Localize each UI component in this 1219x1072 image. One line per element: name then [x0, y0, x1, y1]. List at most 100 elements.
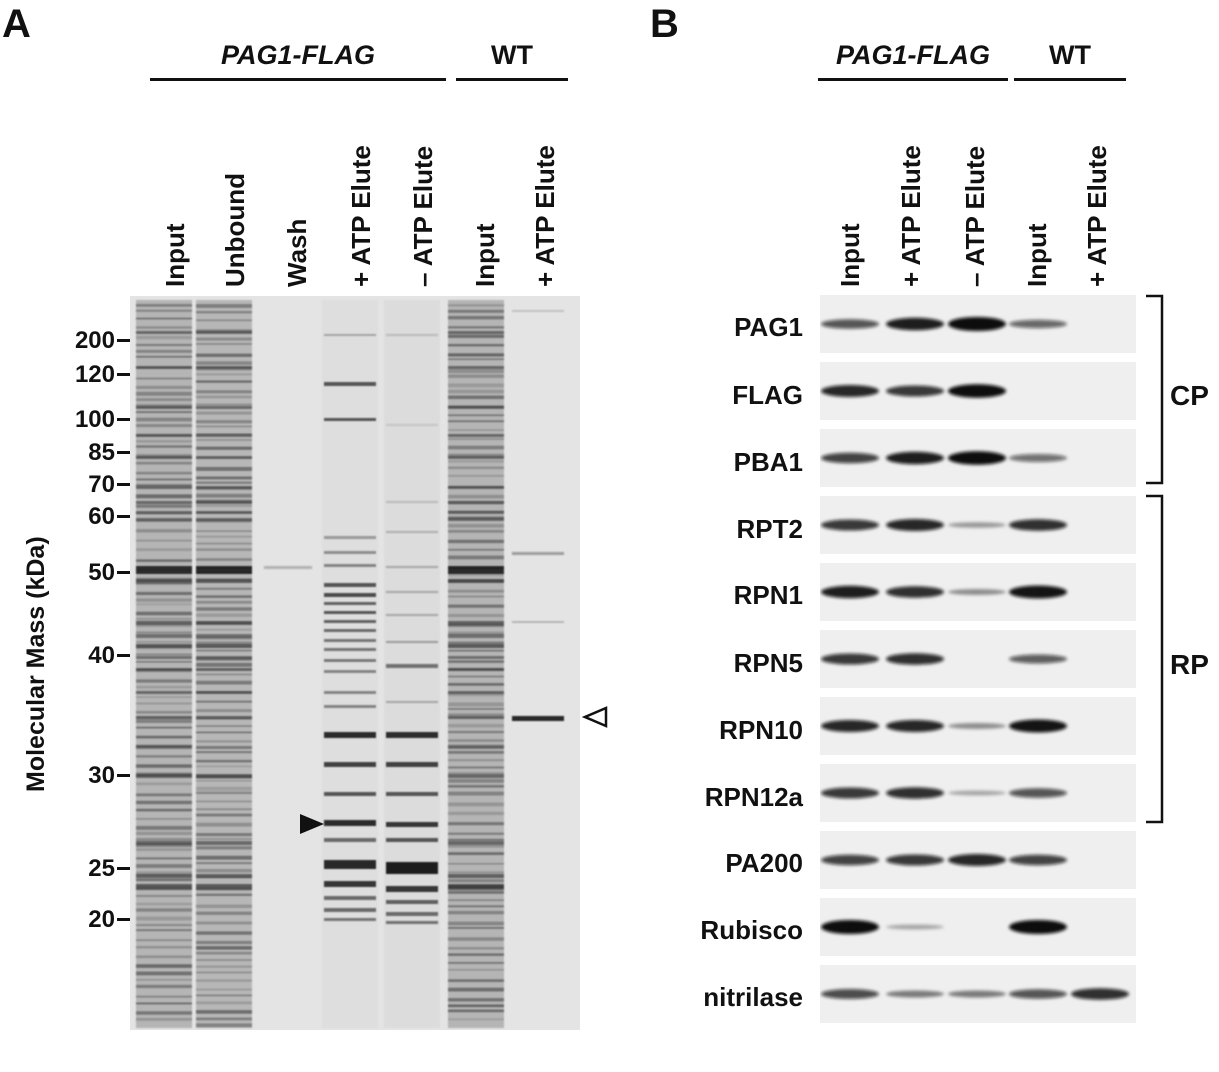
- blot-band: [1009, 989, 1067, 999]
- blot-band: [1009, 654, 1067, 664]
- gel-band: [136, 445, 192, 448]
- gel-band: [136, 668, 192, 671]
- gel-band: [196, 390, 252, 394]
- gel-band: [196, 406, 252, 409]
- gel-band: [196, 988, 252, 991]
- blot-band: [948, 384, 1006, 398]
- gel-band: [448, 874, 504, 878]
- gel-band: [448, 641, 504, 644]
- gel-band: [448, 331, 504, 334]
- mw-tick: [117, 867, 131, 870]
- gel-band: [196, 466, 252, 471]
- gel-band: [136, 398, 192, 402]
- gel-band: [136, 529, 192, 533]
- gel-band: [324, 418, 376, 421]
- gel-band: [448, 649, 504, 652]
- panel-b-lane-label-5: + ATP Elute: [1082, 145, 1112, 287]
- gel-band: [448, 631, 504, 635]
- gel-band: [448, 621, 504, 625]
- blot-band: [948, 589, 1006, 595]
- gel-band: [448, 414, 504, 417]
- gel-band: [196, 1001, 252, 1005]
- gel-band: [136, 679, 192, 683]
- gel-band: [136, 902, 192, 906]
- gel-band: [448, 579, 504, 583]
- gel-band: [324, 762, 376, 767]
- panel-a-group-line-pag1-flag: [150, 78, 446, 81]
- blot-band: [886, 990, 944, 998]
- gel-band: [136, 456, 192, 459]
- gel-band: [448, 539, 504, 544]
- gel-band: [196, 904, 252, 908]
- gel-band: [386, 614, 438, 616]
- blot-band: [948, 451, 1006, 465]
- gel-band: [448, 634, 504, 638]
- gel-band: [448, 822, 504, 826]
- gel-band: [196, 833, 252, 837]
- gel-band: [196, 607, 252, 611]
- gel-band: [136, 331, 192, 334]
- gel-band: [448, 910, 504, 915]
- panel-b-lane-label-1: Input: [835, 223, 865, 287]
- gel-band: [448, 884, 504, 890]
- gel-band: [448, 566, 504, 574]
- blot-band: [821, 653, 879, 665]
- gel-band: [448, 304, 504, 307]
- gel-band: [386, 531, 438, 533]
- gel-band: [448, 953, 504, 956]
- gel-band: [196, 800, 252, 803]
- blot-band: [821, 452, 879, 464]
- gel-band: [196, 343, 252, 345]
- gel-band: [324, 838, 376, 842]
- gel-band: [136, 955, 192, 959]
- gel-band: [136, 624, 192, 628]
- gel-band: [448, 466, 504, 470]
- gel-band: [136, 726, 192, 729]
- blot-band: [1071, 988, 1129, 1000]
- mw-marker-40: 40: [88, 642, 115, 669]
- blot-band: [886, 653, 944, 665]
- gel-band: [196, 1010, 252, 1014]
- gel-band: [196, 959, 252, 961]
- gel-band: [448, 501, 504, 504]
- gel-band: [196, 628, 252, 631]
- gel-band: [448, 852, 504, 856]
- blot-band: [821, 585, 879, 599]
- blot-label-rubisco: Rubisco: [700, 915, 803, 945]
- panel-a-group-pag1-flag: PAG1-FLAG: [221, 40, 375, 70]
- gel-band: [196, 304, 252, 308]
- gel-band: [448, 420, 504, 423]
- gel-band: [136, 857, 192, 860]
- cp-bracket: [1146, 294, 1164, 485]
- gel-band: [324, 659, 376, 662]
- gel-band: [136, 471, 192, 475]
- gel-band: [136, 511, 192, 514]
- gel-band: [386, 822, 438, 827]
- gel-band: [136, 504, 192, 508]
- gel-band: [448, 1004, 504, 1008]
- gel-band: [448, 434, 504, 437]
- gel-band: [324, 334, 376, 336]
- gel-band: [136, 1017, 192, 1021]
- panel-a-letter: A: [2, 2, 31, 46]
- gel-band: [448, 523, 504, 528]
- gel-band: [196, 613, 252, 617]
- gel-band: [324, 908, 376, 912]
- gel-band: [324, 639, 376, 642]
- gel-band: [448, 961, 504, 964]
- blot-label-rpn12a: RPN12a: [704, 782, 803, 812]
- blot-band: [886, 385, 944, 397]
- gel-band: [136, 929, 192, 932]
- gel-band: [324, 620, 376, 623]
- gel-band: [136, 916, 192, 921]
- mw-marker-70: 70: [88, 471, 115, 498]
- gel-band: [448, 668, 504, 671]
- panel-a-lane-label-4: + ATP Elute: [346, 145, 376, 287]
- gel-band: [448, 863, 504, 865]
- gel-band: [136, 631, 192, 634]
- gel-band: [196, 874, 252, 878]
- blot-band: [1009, 719, 1067, 733]
- blot-label-rpn10: RPN10: [719, 715, 803, 745]
- gel-band: [324, 382, 376, 386]
- western-blot-strips: [820, 295, 1136, 1023]
